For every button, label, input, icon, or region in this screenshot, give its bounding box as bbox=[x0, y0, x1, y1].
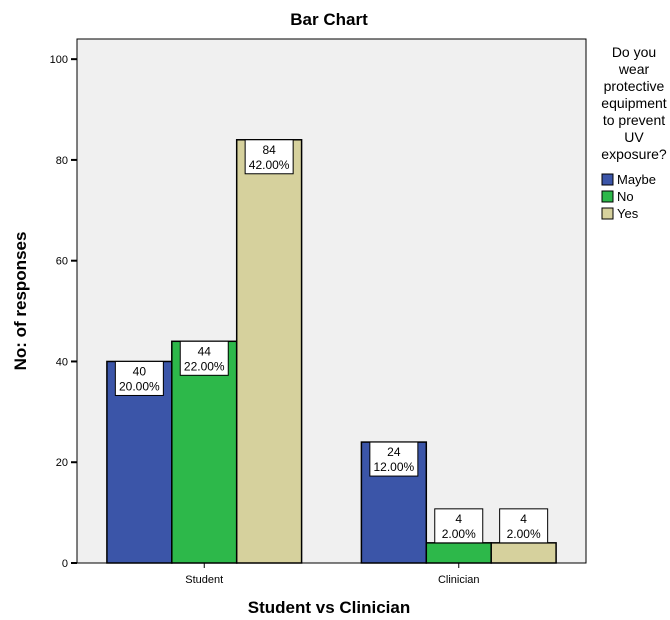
legend-title-line: protective bbox=[604, 78, 665, 94]
data-label-count: 84 bbox=[262, 143, 276, 157]
data-label-percent: 2.00% bbox=[507, 527, 541, 541]
data-label-box bbox=[434, 508, 484, 544]
data-label-box bbox=[499, 508, 549, 544]
x-tick-label: Student bbox=[185, 574, 223, 586]
data-label-box bbox=[244, 139, 294, 175]
legend-title-line: equipment bbox=[601, 95, 666, 111]
y-tick-label: 20 bbox=[56, 457, 68, 469]
legend-title-line: UV bbox=[624, 129, 644, 145]
data-label-box bbox=[369, 441, 419, 477]
y-tick-label: 100 bbox=[50, 54, 68, 66]
data-label-count: 4 bbox=[520, 512, 527, 526]
bar-yes-clinician bbox=[490, 542, 557, 564]
data-label-percent: 20.00% bbox=[119, 379, 160, 393]
legend-swatch-maybe bbox=[601, 173, 614, 186]
bar-yes-student bbox=[235, 139, 303, 564]
legend-title-line: exposure? bbox=[601, 146, 667, 162]
y-tick-label: 40 bbox=[56, 356, 68, 368]
data-label-count: 44 bbox=[198, 344, 212, 358]
data-label-count: 40 bbox=[133, 364, 147, 378]
y-axis: 0 20 40 60 80 100 bbox=[50, 54, 77, 570]
legend-swatch-no bbox=[601, 190, 614, 203]
data-label-box bbox=[179, 340, 229, 376]
bar-no-clinician bbox=[425, 542, 492, 564]
legend-swatch-yes bbox=[601, 207, 614, 220]
data-label-percent: 22.00% bbox=[184, 359, 225, 373]
legend-title-line: wear bbox=[618, 61, 650, 77]
data-label-count: 24 bbox=[387, 445, 401, 459]
legend-label-maybe: Maybe bbox=[617, 172, 656, 187]
legend-title-line: to prevent bbox=[603, 112, 665, 128]
legend-label-yes: Yes bbox=[617, 206, 639, 221]
data-label-count: 4 bbox=[455, 512, 462, 526]
x-axis: Student Clinician bbox=[185, 563, 480, 586]
data-label-percent: 12.00% bbox=[374, 460, 415, 474]
legend-title-line: Do you bbox=[612, 44, 656, 60]
chart-title: Bar Chart bbox=[290, 10, 368, 29]
x-tick-label: Clinician bbox=[438, 574, 480, 586]
y-axis-title: No: of responses bbox=[11, 232, 30, 371]
data-label-percent: 42.00% bbox=[249, 158, 290, 172]
y-tick-label: 0 bbox=[62, 558, 68, 570]
legend-label-no: No bbox=[617, 189, 634, 204]
y-tick-label: 60 bbox=[56, 256, 68, 268]
bars: 4020.00%4422.00%8442.00%2412.00%42.00%42… bbox=[106, 139, 557, 564]
x-axis-title: Student vs Clinician bbox=[248, 598, 410, 617]
data-label-box bbox=[114, 360, 164, 396]
data-label-percent: 2.00% bbox=[442, 527, 476, 541]
y-tick-label: 80 bbox=[56, 155, 68, 167]
